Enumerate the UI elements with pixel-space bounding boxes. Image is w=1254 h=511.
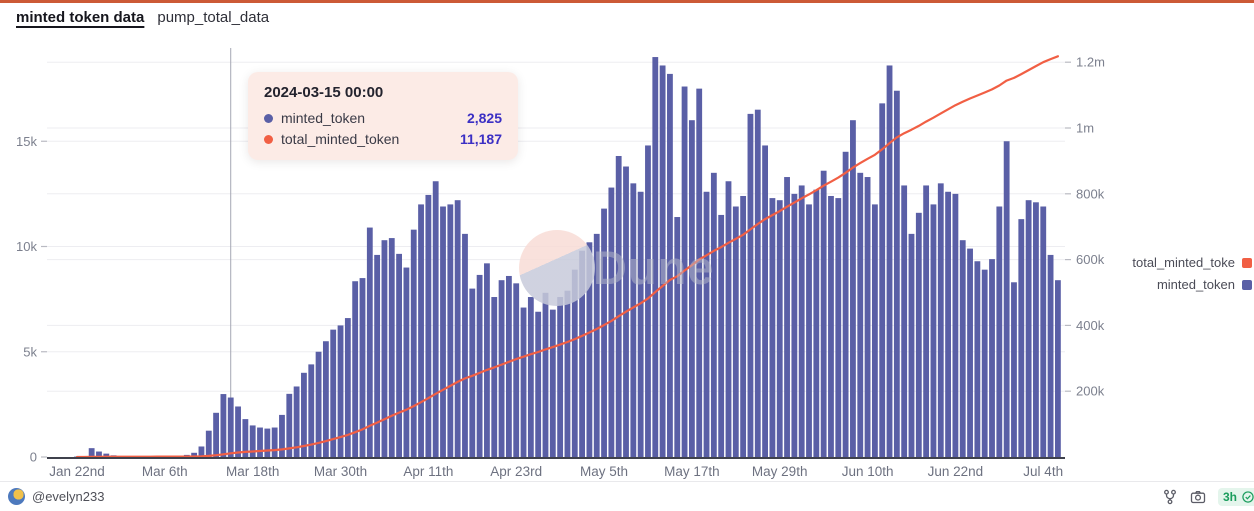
tooltip-value: 11,187 — [459, 131, 502, 147]
chart-area: 0 5k 10k 15k 200k 400k 600k 800k 1m 1.2m Jan 22nd M… — [0, 36, 1254, 481]
total-minted-token-line — [75, 55, 1060, 459]
refresh-check-icon — [1242, 490, 1254, 503]
svg-text:15k: 15k — [16, 134, 37, 149]
page-title[interactable]: minted token data — [16, 9, 145, 26]
embed-top-accent — [0, 0, 1254, 3]
camera-icon[interactable] — [1190, 489, 1206, 505]
legend-item-minted-token[interactable]: minted_token — [1132, 277, 1252, 292]
svg-text:1m: 1m — [1076, 121, 1094, 136]
tooltip-label: minted_token — [281, 110, 366, 126]
svg-text:Jul 4th: Jul 4th — [1023, 464, 1063, 479]
svg-text:Jun 10th: Jun 10th — [842, 464, 894, 479]
chart-legend: total_minted_toke minted_token — [1132, 255, 1252, 292]
legend-label: minted_token — [1156, 277, 1235, 292]
legend-swatch-purple — [1242, 279, 1252, 290]
embed-footer: @evelyn233 3h — [0, 481, 1254, 511]
refresh-age-badge[interactable]: 3h — [1217, 487, 1254, 506]
tooltip-label: total_minted_token — [281, 131, 400, 147]
fork-icon[interactable] — [1162, 489, 1178, 505]
svg-text:0: 0 — [30, 450, 37, 465]
svg-text:600k: 600k — [1076, 252, 1105, 267]
chart-header: minted token data pump_total_data — [16, 9, 269, 26]
dune-watermark: Dune — [519, 230, 715, 306]
footer-actions: 3h — [1162, 487, 1254, 506]
svg-text:Apr 11th: Apr 11th — [403, 464, 453, 479]
gridlines — [47, 61, 1065, 392]
minted-token-dot-icon — [264, 114, 273, 123]
svg-text:Apr 23rd: Apr 23rd — [490, 464, 542, 479]
svg-text:Dune: Dune — [593, 241, 715, 294]
tooltip-date: 2024-03-15 00:00 — [264, 84, 384, 101]
query-name[interactable]: pump_total_data — [157, 9, 270, 26]
svg-text:May 5th: May 5th — [580, 464, 628, 479]
legend-swatch-orange — [1242, 257, 1252, 268]
minted-token-bars — [74, 57, 1061, 458]
svg-text:May 17th: May 17th — [664, 464, 720, 479]
left-axis-labels: 0 5k 10k 15k — [16, 134, 47, 465]
tooltip-value: 2,825 — [466, 110, 502, 126]
author-handle[interactable]: @evelyn233 — [32, 489, 105, 504]
x-axis-labels: Jan 22nd Mar 6th Mar 18th Mar 30th Apr 11th A… — [49, 464, 1063, 479]
legend-label: total_minted_toke — [1132, 255, 1235, 270]
svg-text:5k: 5k — [23, 344, 37, 359]
svg-text:Jun 22nd: Jun 22nd — [928, 464, 984, 479]
avatar[interactable] — [8, 488, 25, 505]
legend-item-total-minted-token[interactable]: total_minted_toke — [1132, 255, 1252, 270]
svg-text:1.2m: 1.2m — [1076, 55, 1105, 70]
svg-text:200k: 200k — [1076, 384, 1105, 399]
svg-text:Mar 6th: Mar 6th — [142, 464, 188, 479]
svg-text:Mar 18th: Mar 18th — [226, 464, 279, 479]
svg-text:800k: 800k — [1076, 186, 1105, 201]
tooltip-row-total-minted-token: total_minted_token 11,187 — [264, 129, 502, 150]
total-minted-token-dot-icon — [264, 135, 273, 144]
chart-tooltip: 2024-03-15 00:00 minted_token 2,825 tota… — [248, 72, 518, 160]
right-axis-labels: 200k 400k 600k 800k 1m 1.2m — [1065, 55, 1105, 399]
svg-text:Mar 30th: Mar 30th — [314, 464, 367, 479]
svg-text:Jan 22nd: Jan 22nd — [49, 464, 105, 479]
refresh-age: 3h — [1222, 489, 1237, 504]
svg-text:May 29th: May 29th — [752, 464, 808, 479]
chart-canvas[interactable]: 0 5k 10k 15k 200k 400k 600k 800k 1m 1.2m Jan 22nd M… — [0, 36, 1254, 481]
svg-text:10k: 10k — [16, 239, 37, 254]
tooltip-row-minted-token: minted_token 2,825 — [264, 108, 502, 129]
svg-text:400k: 400k — [1076, 318, 1105, 333]
